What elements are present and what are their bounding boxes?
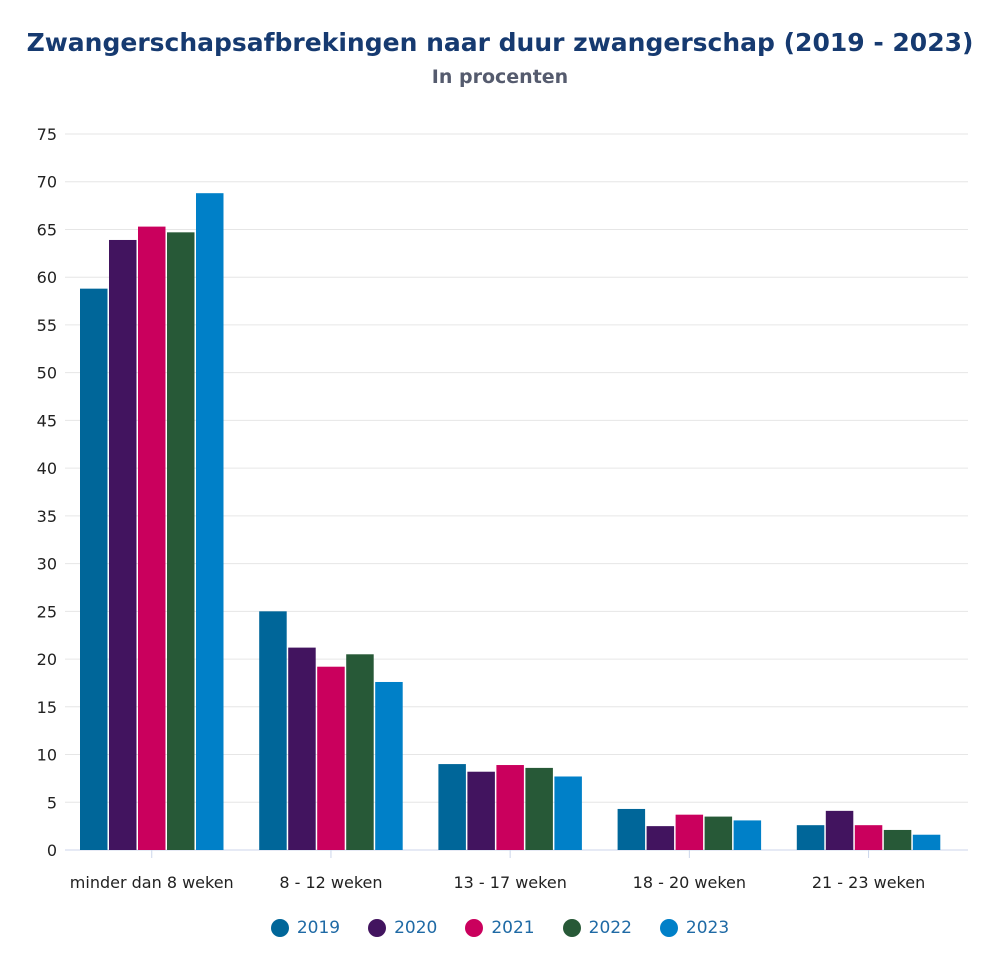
bar-2021-0 bbox=[138, 226, 166, 850]
y-tick-label: 55 bbox=[37, 316, 57, 335]
y-tick-label: 5 bbox=[47, 793, 57, 812]
bar-2019-2 bbox=[438, 764, 466, 850]
legend-label: 2020 bbox=[394, 918, 438, 938]
legend-marker-icon bbox=[368, 919, 387, 937]
bar-2020-4 bbox=[825, 810, 854, 850]
legend-item-2020[interactable]: 2020 bbox=[368, 918, 437, 938]
y-tick-label: 35 bbox=[37, 507, 57, 526]
chart-subtitle: In procenten bbox=[431, 66, 569, 88]
legend-item-2022[interactable]: 2022 bbox=[562, 918, 632, 938]
bar-2019-4 bbox=[796, 825, 825, 850]
bar-2022-0 bbox=[167, 232, 195, 850]
y-tick-label: 20 bbox=[37, 650, 57, 669]
legend-item-2019[interactable]: 2019 bbox=[270, 918, 341, 938]
legend-item-2023[interactable]: 2023 bbox=[659, 918, 730, 938]
bar-2020-1 bbox=[288, 647, 316, 850]
legend-label: 2021 bbox=[491, 918, 535, 938]
bar-2019-3 bbox=[617, 808, 646, 850]
y-tick-label: 10 bbox=[37, 746, 57, 765]
bar-2023-0 bbox=[196, 193, 224, 850]
legend-label: 2022 bbox=[588, 918, 632, 938]
x-tick-label: minder dan 8 weken bbox=[70, 873, 234, 892]
chart-title: Zwangerschapsafbrekingen naar duur zwang… bbox=[26, 28, 974, 57]
y-tick-label: 45 bbox=[37, 411, 57, 430]
y-tick-label: 0 bbox=[47, 841, 57, 860]
y-tick-label: 70 bbox=[37, 173, 57, 192]
bar-2020-3 bbox=[646, 826, 675, 850]
legend-marker-icon bbox=[270, 919, 289, 937]
bar-2023-1 bbox=[375, 681, 403, 850]
legend-marker-icon bbox=[659, 919, 678, 937]
bar-2020-2 bbox=[467, 771, 495, 850]
legend-marker-icon bbox=[465, 919, 484, 937]
bar-2022-2 bbox=[525, 767, 553, 850]
y-tick-label: 15 bbox=[37, 698, 57, 717]
y-tick-label: 60 bbox=[37, 268, 57, 287]
bar-2020-0 bbox=[109, 239, 137, 850]
bar-2022-4 bbox=[883, 829, 912, 850]
bar-2019-0 bbox=[80, 288, 108, 850]
legend-label: 2019 bbox=[296, 918, 341, 938]
y-tick-label: 30 bbox=[37, 555, 57, 574]
bar-2023-3 bbox=[733, 820, 762, 850]
y-tick-label: 40 bbox=[37, 459, 57, 478]
x-tick-label: 21 - 23 weken bbox=[812, 873, 925, 892]
bar-2023-2 bbox=[554, 776, 582, 850]
bar-2019-1 bbox=[259, 611, 287, 850]
bar-2021-3 bbox=[675, 814, 704, 850]
x-tick-label: 18 - 20 weken bbox=[633, 873, 746, 892]
legend-item-2021[interactable]: 2021 bbox=[465, 918, 535, 938]
bar-2021-1 bbox=[317, 666, 345, 850]
legend-marker-icon bbox=[562, 919, 581, 937]
x-tick-label: 13 - 17 weken bbox=[453, 873, 566, 892]
bar-2023-4 bbox=[912, 834, 941, 850]
legend: 2019 2020 2021 2022 2023 bbox=[0, 918, 1000, 938]
bar-2021-2 bbox=[496, 765, 524, 850]
legend-label: 2023 bbox=[685, 918, 730, 938]
bar-2022-3 bbox=[704, 816, 733, 850]
y-tick-label: 50 bbox=[37, 364, 57, 383]
bar-2022-1 bbox=[346, 654, 374, 850]
y-tick-label: 25 bbox=[37, 602, 57, 621]
y-tick-label: 65 bbox=[37, 220, 57, 239]
bar-2021-4 bbox=[854, 825, 883, 850]
x-tick-label: 8 - 12 weken bbox=[279, 873, 382, 892]
y-tick-label: 75 bbox=[37, 125, 57, 144]
